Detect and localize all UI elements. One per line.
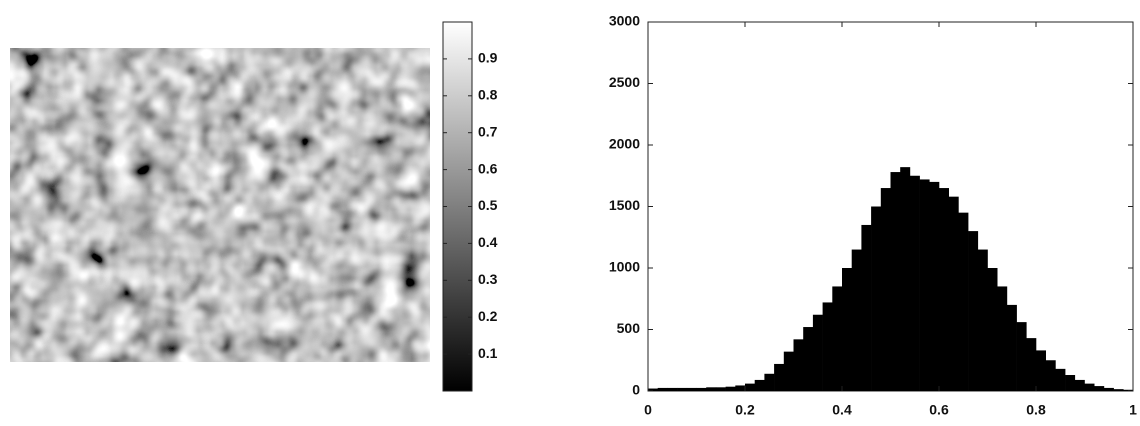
histogram-bar xyxy=(783,351,794,391)
histogram-bar xyxy=(677,387,688,391)
histogram-bar xyxy=(977,249,988,391)
histogram-bar xyxy=(686,387,697,391)
grayscale-image xyxy=(10,48,430,362)
x-tick-label: 0.8 xyxy=(1026,402,1046,418)
histogram-bar xyxy=(1123,389,1134,391)
histogram-bar xyxy=(919,179,930,391)
histogram-bar xyxy=(793,339,804,391)
histogram-bar xyxy=(764,373,775,391)
colorbar-tick-label: 0.1 xyxy=(478,345,498,361)
histogram-bar xyxy=(1065,375,1076,391)
histogram-bar xyxy=(745,383,755,391)
histogram-bar xyxy=(1094,386,1105,391)
histogram-bar xyxy=(880,188,891,391)
y-tick-label: 3000 xyxy=(609,13,640,29)
histogram-bar xyxy=(909,175,920,391)
histogram-bar xyxy=(987,268,998,391)
histogram-bar xyxy=(832,286,843,391)
histogram-bar xyxy=(706,387,717,391)
colorbar-tick-label: 0.8 xyxy=(478,87,498,103)
histogram-bar xyxy=(1074,379,1085,391)
colorbar-tick-label: 0.6 xyxy=(478,160,498,176)
histogram-bar xyxy=(803,327,814,391)
y-tick-label: 2000 xyxy=(609,136,640,152)
colorbar-tick-label: 0.2 xyxy=(478,308,498,324)
histogram-bar xyxy=(715,387,726,391)
histogram-bar xyxy=(1026,338,1037,391)
histogram-bar xyxy=(725,386,736,391)
histogram-bar xyxy=(1006,304,1017,391)
colorbar-tick-label: 0.7 xyxy=(478,123,498,139)
histogram-bar xyxy=(774,363,785,391)
histogram-bar xyxy=(948,196,959,391)
y-tick-label: 1500 xyxy=(609,197,640,213)
colorbar-tick-label: 0.3 xyxy=(478,271,498,287)
histogram-bar xyxy=(735,385,746,391)
colorbar-tick-label: 0.9 xyxy=(478,50,498,66)
y-tick-label: 1000 xyxy=(609,259,640,275)
histogram-bar xyxy=(939,188,949,391)
x-tick-label: 0.2 xyxy=(735,402,755,418)
y-tick-label: 0 xyxy=(632,382,640,398)
histogram-bar xyxy=(890,172,901,391)
histogram-bar xyxy=(1045,360,1056,391)
colorbar-tick-label: 0.4 xyxy=(478,234,498,250)
histogram-bar xyxy=(1103,387,1114,391)
colorbar-tick-label: 0.5 xyxy=(478,197,498,213)
x-tick-label: 0 xyxy=(644,402,652,418)
histogram-bar xyxy=(667,387,678,391)
histogram-bar xyxy=(648,388,658,391)
histogram-bar xyxy=(1036,350,1046,391)
histogram-bar xyxy=(929,181,940,391)
histogram-bar xyxy=(958,212,969,391)
histogram-bar xyxy=(754,379,765,391)
histogram-bar xyxy=(861,224,872,391)
histogram-bar xyxy=(1113,389,1124,391)
histogram-bar xyxy=(1016,322,1027,391)
histogram-bar xyxy=(1055,368,1066,391)
x-tick-label: 0.6 xyxy=(929,402,949,418)
y-tick-label: 500 xyxy=(617,320,641,336)
histogram-bar xyxy=(997,286,1008,391)
histogram-bar xyxy=(696,387,707,391)
histogram-bar xyxy=(871,206,882,391)
histogram-bar xyxy=(851,249,862,391)
x-tick-label: 1 xyxy=(1129,402,1137,418)
histogram-bar xyxy=(842,268,852,391)
histogram-bar xyxy=(1084,383,1095,391)
histogram-bar xyxy=(812,314,823,391)
y-tick-label: 2500 xyxy=(609,74,640,90)
colorbar xyxy=(442,21,473,392)
histogram-bar xyxy=(657,387,668,391)
histogram-bar xyxy=(822,302,833,391)
histogram-bar xyxy=(968,231,979,391)
histogram-bar xyxy=(900,167,911,391)
x-tick-label: 0.4 xyxy=(832,402,852,418)
